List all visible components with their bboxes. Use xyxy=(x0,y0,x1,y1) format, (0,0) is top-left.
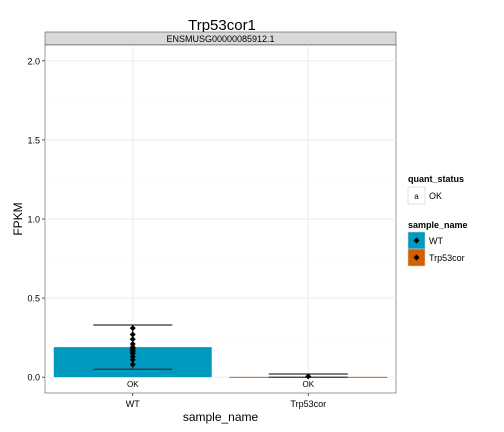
y-tick-label: 0.0 xyxy=(27,373,40,383)
data-point-wt xyxy=(129,356,136,363)
quant-status-label-trp53cor: OK xyxy=(302,380,314,389)
y-axis-label: FPKM xyxy=(11,202,25,235)
data-point-wt xyxy=(129,361,136,368)
data-point-wt xyxy=(129,353,136,360)
legend-sample-name-key-trp53cor-diamond xyxy=(413,254,420,261)
legend: quant_status a OK sample_name WT Trp53co… xyxy=(407,174,468,267)
facet-strip-label: ENSMUSG00000085912.1 xyxy=(166,34,274,44)
y-tick-label: 1.5 xyxy=(27,135,40,145)
chart-title: Trp53cor1 xyxy=(188,17,256,34)
data-point-wt xyxy=(129,325,136,332)
data-points xyxy=(129,325,312,380)
quant-status-label-wt: OK xyxy=(127,380,139,389)
legend-sample-name-item-trp53cor: Trp53cor xyxy=(429,253,465,263)
data-point-wt xyxy=(129,350,136,357)
data-point-wt xyxy=(129,340,136,347)
legend-sample-name-title: sample_name xyxy=(408,220,468,230)
legend-quant-status-title: quant_status xyxy=(408,174,464,184)
legend-quant-status-key xyxy=(407,186,426,205)
y-tick-label: 0.5 xyxy=(27,294,40,304)
x-axis-label: sample_name xyxy=(183,410,259,424)
legend-sample-name-item-wt: WT xyxy=(429,236,443,246)
legend-sample-name-key-wt-diamond xyxy=(413,237,420,244)
x-tick-label-wt: WT xyxy=(126,399,140,409)
y-axis: 0.0 0.5 1.0 1.5 2.0 xyxy=(27,56,45,383)
y-tick-label: 2.0 xyxy=(27,56,40,66)
legend-quant-status-item-ok: OK xyxy=(429,191,442,201)
grid-lines xyxy=(45,45,396,393)
data-point-wt xyxy=(129,336,136,343)
data-point-wt xyxy=(129,331,136,338)
y-tick-label: 1.0 xyxy=(27,215,40,225)
x-tick-label-trp53cor: Trp53cor xyxy=(290,399,326,409)
data-point-trp53cor xyxy=(305,373,312,380)
x-axis: WT Trp53cor xyxy=(126,393,326,409)
quant-status-labels: OK OK xyxy=(127,380,315,389)
legend-quant-status-key-glyph: a xyxy=(414,192,419,201)
